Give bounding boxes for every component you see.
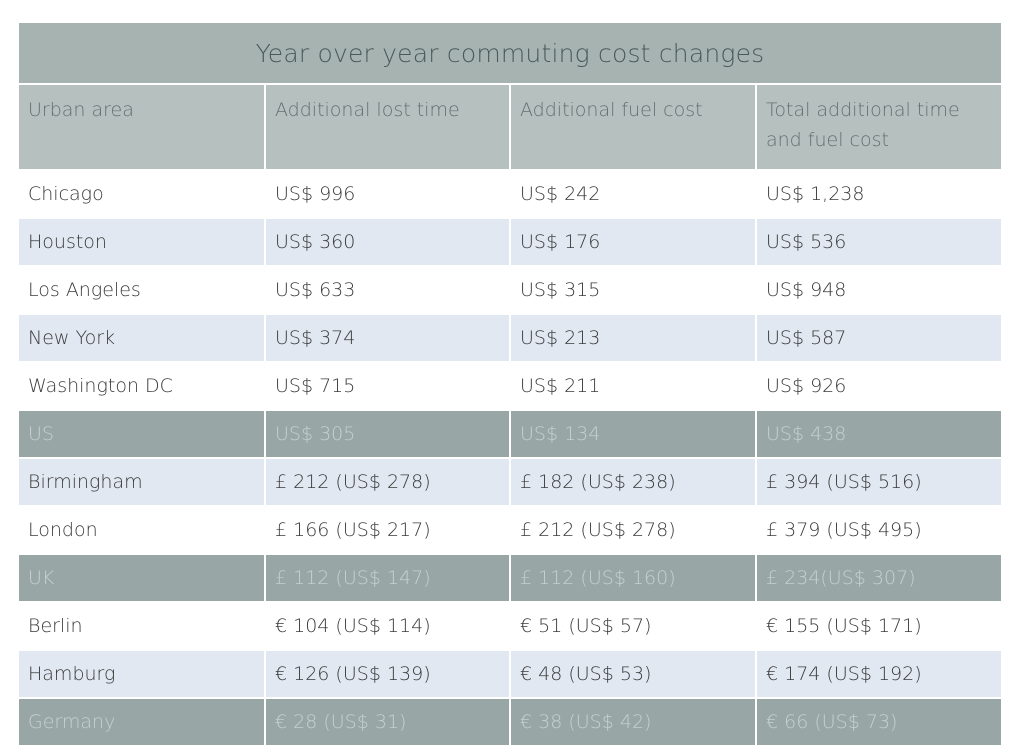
- cell-fuel-cost: £ 212 (US$ 278): [510, 506, 757, 555]
- table-row: Houston US$ 360 US$ 176 US$ 536: [19, 218, 1001, 267]
- cell-total-cost: US$ 926: [756, 362, 1001, 411]
- table-row: Birmingham £ 212 (US$ 278) £ 182 (US$ 23…: [19, 458, 1001, 507]
- cell-lost-time: £ 212 (US$ 278): [265, 458, 511, 507]
- cell-urban-area: Berlin: [19, 602, 266, 651]
- cell-lost-time: US$ 996: [265, 170, 511, 219]
- cell-urban-area: Los Angeles: [19, 266, 266, 315]
- header-additional-lost-time: Additional lost time: [265, 85, 511, 171]
- cell-total-cost: € 66 (US$ 73): [756, 698, 1001, 747]
- cell-total-cost: £ 379 (US$ 495): [756, 506, 1001, 555]
- table-row: Los Angeles US$ 633 US$ 315 US$ 948: [19, 266, 1001, 315]
- cell-total-cost: £ 234(US$ 307): [756, 554, 1001, 603]
- cell-urban-area: Chicago: [19, 170, 266, 219]
- table-row: New York US$ 374 US$ 213 US$ 587: [19, 314, 1001, 363]
- cell-fuel-cost: US$ 211: [510, 362, 757, 411]
- cell-lost-time: US$ 360: [265, 218, 511, 267]
- table-row: Berlin € 104 (US$ 114) € 51 (US$ 57) € 1…: [19, 602, 1001, 651]
- cell-lost-time: £ 166 (US$ 217): [265, 506, 511, 555]
- cell-lost-time: US$ 374: [265, 314, 511, 363]
- cell-urban-area: Hamburg: [19, 650, 266, 699]
- cell-lost-time: US$ 715: [265, 362, 511, 411]
- cell-fuel-cost: € 38 (US$ 42): [510, 698, 757, 747]
- cell-lost-time: US$ 305: [265, 410, 511, 459]
- table-row: US US$ 305 US$ 134 US$ 438: [19, 410, 1001, 459]
- table-row: Germany € 28 (US$ 31) € 38 (US$ 42) € 66…: [19, 698, 1001, 747]
- table-header: Urban area Additional lost time Addition…: [19, 85, 1001, 171]
- cell-lost-time: € 28 (US$ 31): [265, 698, 511, 747]
- cell-urban-area: London: [19, 506, 266, 555]
- cell-lost-time: € 126 (US$ 139): [265, 650, 511, 699]
- cell-total-cost: US$ 587: [756, 314, 1001, 363]
- cell-urban-area: Germany: [19, 698, 266, 747]
- cell-total-cost: £ 394 (US$ 516): [756, 458, 1001, 507]
- header-urban-area: Urban area: [19, 85, 266, 171]
- table-title: Year over year commuting cost changes: [19, 23, 1001, 85]
- table-body: Chicago US$ 996 US$ 242 US$ 1,238 Housto…: [19, 170, 1001, 747]
- commuting-cost-table-container: Year over year commuting cost changes Ur…: [19, 23, 1001, 747]
- cell-lost-time: £ 112 (US$ 147): [265, 554, 511, 603]
- table-row: UK £ 112 (US$ 147) £ 112 (US$ 160) £ 234…: [19, 554, 1001, 603]
- cell-urban-area: New York: [19, 314, 266, 363]
- cell-urban-area: Houston: [19, 218, 266, 267]
- table-row: Washington DC US$ 715 US$ 211 US$ 926: [19, 362, 1001, 411]
- cell-urban-area: US: [19, 410, 266, 459]
- cell-fuel-cost: US$ 176: [510, 218, 757, 267]
- cell-total-cost: US$ 1,238: [756, 170, 1001, 219]
- table-row: London £ 166 (US$ 217) £ 212 (US$ 278) £…: [19, 506, 1001, 555]
- cell-total-cost: US$ 948: [756, 266, 1001, 315]
- cell-fuel-cost: US$ 134: [510, 410, 757, 459]
- cell-fuel-cost: € 48 (US$ 53): [510, 650, 757, 699]
- header-additional-fuel-cost: Additional fuel cost: [510, 85, 757, 171]
- header-row: Urban area Additional lost time Addition…: [19, 85, 1001, 171]
- cell-urban-area: Birmingham: [19, 458, 266, 507]
- cell-total-cost: € 155 (US$ 171): [756, 602, 1001, 651]
- commuting-cost-table: Urban area Additional lost time Addition…: [19, 85, 1001, 747]
- table-row: Hamburg € 126 (US$ 139) € 48 (US$ 53) € …: [19, 650, 1001, 699]
- cell-lost-time: € 104 (US$ 114): [265, 602, 511, 651]
- header-total-additional-cost: Total additional time and fuel cost: [756, 85, 1001, 171]
- cell-fuel-cost: € 51 (US$ 57): [510, 602, 757, 651]
- cell-total-cost: € 174 (US$ 192): [756, 650, 1001, 699]
- cell-fuel-cost: US$ 315: [510, 266, 757, 315]
- cell-fuel-cost: US$ 242: [510, 170, 757, 219]
- table-row: Chicago US$ 996 US$ 242 US$ 1,238: [19, 170, 1001, 219]
- cell-fuel-cost: £ 182 (US$ 238): [510, 458, 757, 507]
- cell-total-cost: US$ 536: [756, 218, 1001, 267]
- cell-fuel-cost: US$ 213: [510, 314, 757, 363]
- cell-total-cost: US$ 438: [756, 410, 1001, 459]
- cell-fuel-cost: £ 112 (US$ 160): [510, 554, 757, 603]
- cell-lost-time: US$ 633: [265, 266, 511, 315]
- cell-urban-area: Washington DC: [19, 362, 266, 411]
- cell-urban-area: UK: [19, 554, 266, 603]
